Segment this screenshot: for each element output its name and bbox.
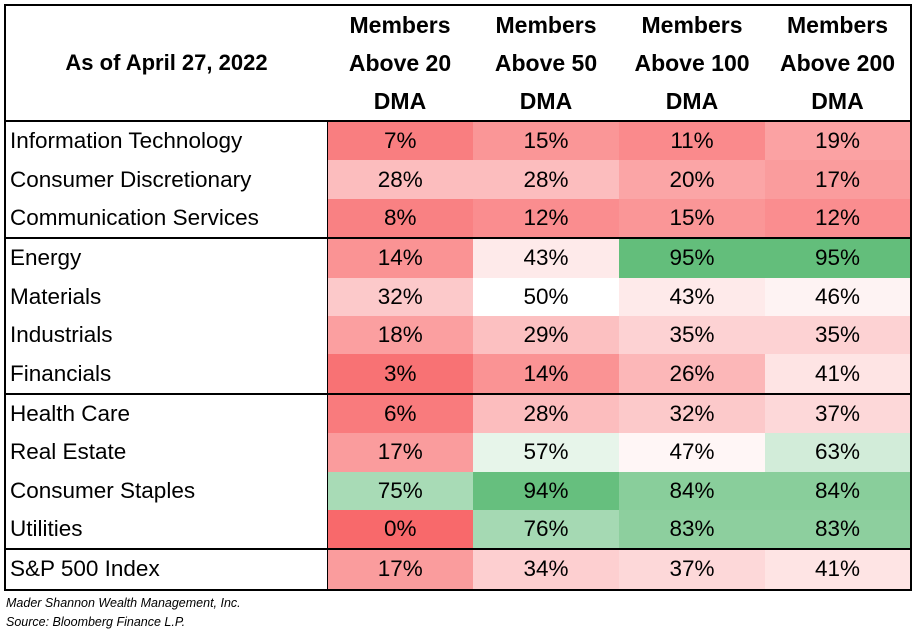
value-cell: 75% (327, 471, 473, 510)
value-cell: 12% (473, 198, 619, 239)
value-cell: 14% (473, 354, 619, 394)
sector-name-cell: S&P 500 Index (5, 548, 328, 590)
sector-name-cell: Communication Services (5, 198, 328, 239)
table-row: Information Technology 7% 15% 11% 19% (5, 121, 911, 161)
sector-breadth-table: As of April 27, 2022 Members Above 20 DM… (4, 4, 912, 591)
value-cell: 95% (765, 237, 911, 278)
table-row: Communication Services 8% 12% 15% 12% (5, 198, 911, 239)
column-header-50dma: Members Above 50 DMA (473, 5, 619, 122)
value-cell: 41% (765, 354, 911, 394)
value-cell: 46% (765, 277, 911, 316)
footnote-firm: Mader Shannon Wealth Management, Inc. (6, 595, 241, 610)
value-cell: 17% (327, 433, 473, 472)
header-line: Members (787, 12, 888, 38)
header-line: Members (349, 12, 451, 38)
header-line: Above 200 (779, 50, 896, 76)
header-line: DMA (665, 88, 719, 114)
sector-name-cell: Industrials (5, 315, 328, 355)
header-line: Above 50 (494, 50, 598, 76)
header-line: DMA (373, 88, 427, 114)
value-cell: 35% (619, 315, 765, 355)
value-cell: 37% (765, 392, 911, 434)
value-cell: 37% (619, 548, 765, 590)
value-cell: 28% (473, 392, 619, 434)
value-cell: 84% (765, 471, 911, 510)
sector-name-cell: Health Care (5, 392, 328, 434)
sector-name-cell: Financials (5, 354, 328, 394)
value-cell: 41% (765, 548, 911, 590)
table-body: Information Technology 7% 15% 11% 19% Consume… (5, 121, 911, 590)
header-line: DMA (811, 88, 864, 114)
header-line: Above 20 (348, 50, 452, 76)
value-cell: 28% (327, 160, 473, 199)
header-line: Members (495, 12, 597, 38)
value-cell: 20% (619, 160, 765, 199)
table-row: Real Estate 17% 57% 47% 63% (5, 433, 911, 472)
value-cell: 94% (473, 471, 619, 510)
value-cell: 15% (473, 121, 619, 161)
header-line: Above 100 (634, 50, 750, 76)
table-row: S&P 500 Index 17% 34% 37% 41% (5, 548, 911, 590)
sector-name-cell: Real Estate (5, 433, 328, 472)
heatmap-table-container: As of April 27, 2022 Members Above 20 DM… (4, 4, 912, 632)
value-cell: 17% (327, 548, 473, 590)
value-cell: 34% (473, 548, 619, 590)
table-row: Consumer Staples 75% 94% 84% 84% (5, 471, 911, 510)
value-cell: 76% (473, 509, 619, 550)
value-cell: 50% (473, 277, 619, 316)
value-cell: 14% (327, 237, 473, 278)
value-cell: 28% (473, 160, 619, 199)
table-row: Financials 3% 14% 26% 41% (5, 354, 911, 394)
as-of-date-header: As of April 27, 2022 (5, 5, 327, 122)
header-line: DMA (519, 88, 573, 114)
value-cell: 18% (327, 315, 473, 355)
sector-name-cell: Energy (5, 237, 328, 278)
value-cell: 11% (619, 121, 765, 161)
value-cell: 47% (619, 433, 765, 472)
value-cell: 7% (327, 121, 473, 161)
value-cell: 35% (765, 315, 911, 355)
table-row: Utilities 0% 76% 83% 83% (5, 509, 911, 550)
sector-name-cell: Consumer Staples (5, 471, 328, 510)
value-cell: 84% (619, 471, 765, 510)
value-cell: 29% (473, 315, 619, 355)
value-cell: 95% (619, 237, 765, 278)
value-cell: 32% (619, 392, 765, 434)
value-cell: 26% (619, 354, 765, 394)
value-cell: 83% (765, 509, 911, 550)
sector-name-cell: Consumer Discretionary (5, 160, 328, 199)
value-cell: 43% (619, 277, 765, 316)
table-row: Industrials 18% 29% 35% 35% (5, 315, 911, 355)
value-cell: 3% (327, 354, 473, 394)
sector-name-cell: Materials (5, 277, 328, 316)
value-cell: 8% (327, 198, 473, 239)
value-cell: 6% (327, 392, 473, 434)
column-header-20dma: Members Above 20 DMA (327, 5, 473, 122)
footnote-source: Source: Bloomberg Finance L.P. (6, 614, 186, 629)
value-cell: 0% (327, 509, 473, 550)
table-row: Materials 32% 50% 43% 46% (5, 277, 911, 316)
column-header-200dma: Members Above 200 DMA (765, 5, 911, 122)
value-cell: 83% (619, 509, 765, 550)
value-cell: 12% (765, 198, 911, 239)
sector-name-cell: Information Technology (5, 121, 328, 161)
value-cell: 17% (765, 160, 911, 199)
value-cell: 15% (619, 198, 765, 239)
header-line: Members (641, 12, 743, 38)
table-header: As of April 27, 2022 Members Above 20 DM… (5, 5, 911, 122)
value-cell: 63% (765, 433, 911, 472)
table-row: Energy 14% 43% 95% 95% (5, 237, 911, 278)
value-cell: 57% (473, 433, 619, 472)
sector-name-cell: Utilities (5, 509, 328, 550)
value-cell: 19% (765, 121, 911, 161)
column-header-100dma: Members Above 100 DMA (619, 5, 765, 122)
table-row: Consumer Discretionary 28% 28% 20% 17% (5, 160, 911, 199)
table-row: Health Care 6% 28% 32% 37% (5, 392, 911, 434)
value-cell: 43% (473, 237, 619, 278)
value-cell: 32% (327, 277, 473, 316)
